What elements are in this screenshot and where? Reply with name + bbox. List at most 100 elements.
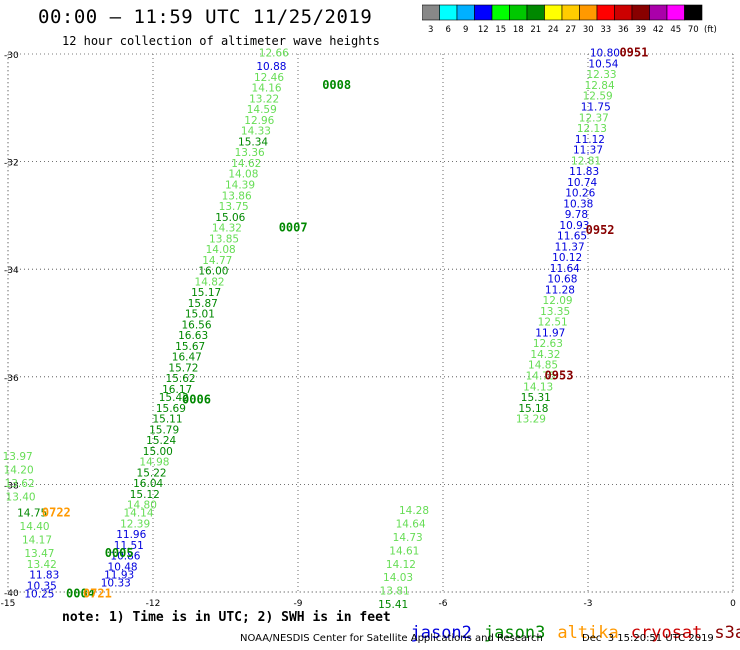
wave-height-label: 14.82 [195, 276, 225, 288]
satellite-s3a: s3a [714, 623, 740, 643]
wave-height-label: 14.16 [252, 83, 282, 95]
time-label: 0952 [586, 223, 615, 237]
wave-height-label: 15.01 [185, 309, 215, 321]
time-label: 0008 [322, 78, 351, 92]
wave-height-label: 16.17 [162, 384, 192, 396]
scale-label-24: 24 [548, 25, 559, 34]
scale-label-6: 6 [446, 25, 451, 34]
wave-height-label: 15.24 [146, 435, 176, 447]
wave-height-label: 14.80 [127, 500, 157, 512]
scale-label-3: 3 [428, 25, 433, 34]
scale-label-42: 42 [653, 25, 664, 34]
wave-height-label: 15.42 [159, 392, 189, 404]
wave-height-label: 14.12 [386, 559, 416, 571]
wave-height-label: 12.13 [577, 123, 607, 135]
scale-swatch-70 [684, 4, 703, 21]
time-label: 0722 [42, 506, 71, 520]
wave-height-label: 15.87 [188, 298, 218, 310]
time-label: 0004 [66, 586, 95, 600]
scale-label-12: 12 [478, 25, 489, 34]
wave-height-label: 11.65 [557, 231, 587, 243]
wave-height-label: 13.35 [540, 306, 570, 318]
wave-height-label: 15.31 [521, 392, 551, 404]
wave-height-label: 11.83 [29, 570, 59, 582]
wave-height-label: 10.88 [256, 61, 286, 73]
time-label: 0951 [619, 46, 648, 60]
satellite-altika: altika [557, 623, 619, 643]
wave-height-label: 16.56 [181, 319, 211, 331]
wave-height-label: 10.74 [567, 177, 597, 189]
wave-height-label: 10.48 [108, 561, 138, 573]
track-jason2: 10.8010.5412.3312.8412.5911.7512.3712.13… [516, 48, 620, 426]
wave-height-label: 13.75 [219, 201, 249, 213]
wave-height-label: 10.25 [24, 588, 54, 600]
wave-height-label: 10.54 [588, 58, 618, 70]
time-label: 0006 [182, 393, 211, 407]
x-tick-label: -12 [146, 599, 161, 609]
wave-height-label: 15.06 [215, 212, 245, 224]
wave-height-label: 15.34 [238, 136, 268, 148]
wave-height-label: 13.97 [3, 451, 33, 463]
wave-height-label: 15.79 [149, 424, 179, 436]
wave-height-label: 12.96 [244, 115, 274, 127]
wave-height-label: 12.59 [583, 91, 613, 103]
x-tick-label: -3 [584, 599, 593, 609]
wave-height-label: 15.69 [156, 403, 186, 415]
wave-height-label: 11.28 [545, 284, 575, 296]
satellite-jason3: jason3 [483, 623, 546, 643]
color-scale-legend: 3 6 9 12 15 18 21 24 27 30 33 36 39 42 45 70 (ft) [422, 4, 717, 34]
wave-height-label: 13.36 [235, 147, 265, 159]
wave-height-label: 11.75 [581, 101, 611, 113]
wave-height-label: 10.12 [552, 252, 582, 264]
scale-label-39: 39 [635, 25, 646, 34]
wave-height-label: 13.85 [209, 233, 239, 245]
wave-height-label: 11.51 [114, 540, 144, 552]
wave-height-label: 12.33 [587, 69, 617, 81]
wave-height-label: 15.62 [166, 373, 196, 385]
wave-height-label: 12.66 [259, 48, 289, 60]
page-title: 00:00 – 11:59 UTC 11/25/2019 [38, 6, 373, 28]
scale-label-36: 36 [618, 25, 629, 34]
wave-height-label: 13.42 [27, 559, 57, 571]
y-tick-label: -38 [4, 481, 19, 491]
wave-height-label: 11.64 [550, 263, 580, 275]
scale-label-9: 9 [463, 25, 468, 34]
wave-height-label: 14.73 [393, 532, 423, 544]
wave-height-label: 12.39 [120, 518, 150, 530]
wave-height-label: 14.59 [247, 104, 277, 116]
wave-height-label: 16.00 [198, 266, 228, 278]
wave-height-label: 14.20 [4, 465, 34, 477]
wave-height-label: 13.29 [516, 414, 546, 426]
wave-height-label: 14.03 [383, 572, 413, 584]
scale-label-18: 18 [513, 25, 524, 34]
wave-height-label: 10.86 [110, 551, 140, 563]
y-tick-label: -40 [4, 589, 19, 599]
wave-height-label: 10.33 [101, 578, 131, 590]
wave-height-label: 14.08 [228, 169, 258, 181]
wave-height-label: 11.83 [569, 166, 599, 178]
time-label: 0005 [105, 546, 134, 560]
track-jason3: 12.6610.8812.4614.1613.2214.5912.9614.33… [101, 48, 289, 590]
wave-height-label: 15.18 [518, 403, 548, 415]
wave-height-label: 10.68 [547, 274, 577, 286]
credit-text: NOAA/NESDIS Center for Satellite Applica… [240, 633, 543, 644]
wave-height-label: 15.00 [143, 446, 173, 458]
wave-height-label: 12.63 [533, 338, 563, 350]
wave-height-label: 10.93 [559, 220, 589, 232]
y-tick-label: -32 [4, 159, 19, 169]
wave-height-label: 15.67 [175, 341, 205, 353]
wave-height-label: 10.26 [565, 188, 595, 200]
wave-height-label: 10.80 [590, 48, 620, 60]
wave-height-label: 15.22 [137, 467, 167, 479]
wave-height-label: 14.17 [22, 535, 52, 547]
wave-height-label: 16.04 [133, 478, 163, 490]
scale-label-27: 27 [565, 25, 576, 34]
y-tick-label: -30 [4, 51, 19, 61]
wave-height-label: 11.37 [573, 145, 603, 157]
x-tick-label: 0 [730, 599, 736, 609]
wave-height-label: 16.47 [172, 352, 202, 364]
wave-height-label: 14.75 [17, 508, 47, 520]
wave-height-label: 12.51 [538, 317, 568, 329]
